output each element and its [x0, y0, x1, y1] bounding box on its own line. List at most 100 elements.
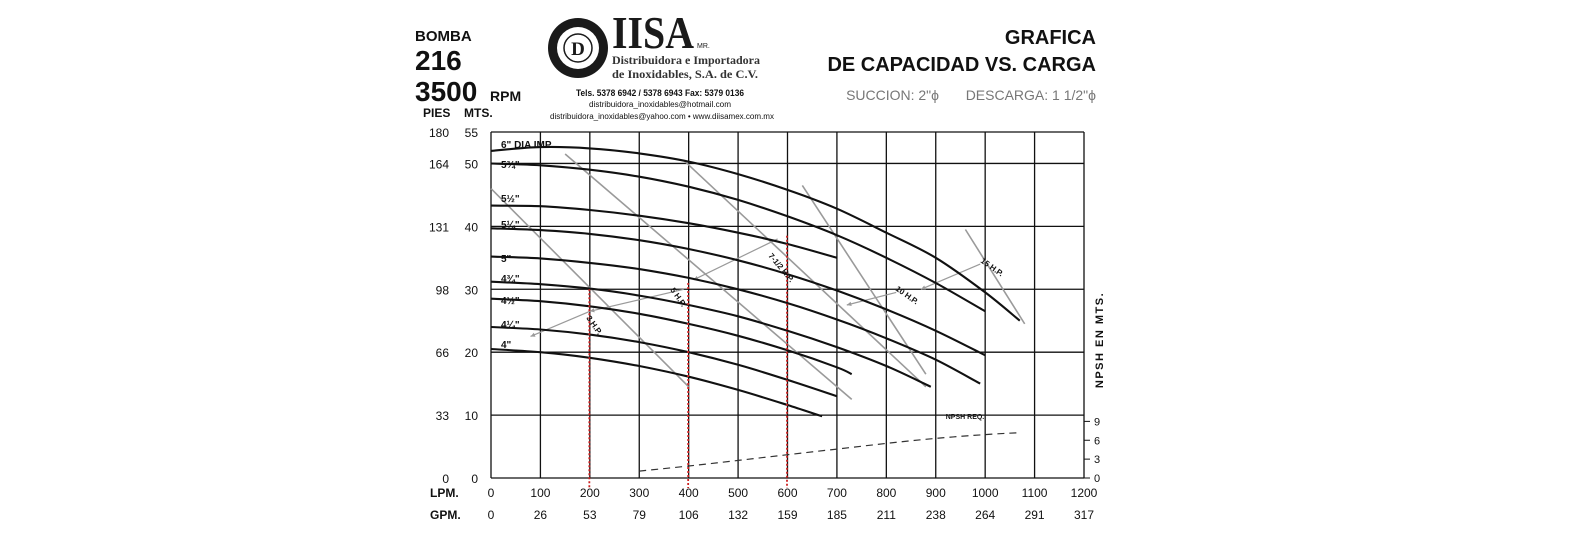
- impeller-size-label: 5¼": [501, 220, 520, 231]
- npsh-curve: NPSH REQ.: [639, 414, 1020, 472]
- x-tick-label-lpm: 900: [926, 486, 946, 500]
- seal-letter: D: [571, 39, 585, 60]
- impeller-curve: [490, 325, 838, 398]
- axis-label-npsh: NPSH EN MTS.: [1094, 292, 1106, 388]
- impeller-size-label: 4": [501, 340, 512, 351]
- flow-markers: [588, 235, 788, 488]
- y-tick-label-feet: 0: [442, 472, 449, 486]
- y-tick-label-meters: 30: [465, 283, 479, 297]
- impeller-curve: [490, 297, 853, 376]
- impeller-curve: [490, 145, 1021, 322]
- suction-spec: SUCCION: 2"ϕ: [846, 87, 939, 103]
- y-tick-label-feet: 66: [436, 346, 450, 360]
- x-tick-label-gpm: 106: [679, 508, 699, 522]
- impeller-curves: [490, 145, 1021, 418]
- company-email-1: distribuidora_inoxidables@hotmail.com: [589, 100, 731, 109]
- y-tick-label-feet: 164: [429, 157, 449, 171]
- logo-wordmark: IISA: [612, 7, 694, 58]
- npsh-required-curve: [639, 432, 1020, 472]
- axis-label-gpm: GPM.: [430, 508, 461, 522]
- impeller-size-label: 4½": [501, 296, 520, 307]
- impeller-curve: [490, 255, 981, 385]
- company-name-line-1: Distribuidora e Importadora: [612, 53, 760, 67]
- x-tick-label-lpm: 600: [777, 486, 797, 500]
- x-tick-label-gpm: 159: [777, 508, 797, 522]
- y-tick-label-meters: 55: [465, 126, 479, 140]
- x-tick-label-lpm: 100: [530, 486, 550, 500]
- x-tick-label-gpm: 317: [1074, 508, 1094, 522]
- y-tick-label-npsh: 0: [1094, 473, 1100, 485]
- pump-label: BOMBA: [415, 28, 472, 45]
- x-tick-label-gpm: 264: [975, 508, 995, 522]
- hp-label: 3 H.P.: [584, 314, 604, 337]
- npsh-curve-label: NPSH REQ.: [946, 414, 985, 421]
- impeller-curve: [490, 280, 932, 388]
- logo-suffix: MR.: [697, 43, 710, 50]
- hp-arrowhead: [589, 308, 595, 313]
- x-tick-label-gpm: 238: [926, 508, 946, 522]
- x-tick-label-gpm: 132: [728, 508, 748, 522]
- x-tick-label-gpm: 0: [488, 508, 495, 522]
- hp-line: [964, 229, 1026, 325]
- hp-label: 7-1/2 H.P.: [766, 252, 795, 285]
- hp-line: [683, 159, 927, 388]
- discharge-spec: DESCARGA: 1 1/2"ϕ: [966, 87, 1096, 103]
- y-tick-label-feet: 180: [429, 126, 449, 140]
- pump-speed: 3500: [415, 76, 477, 107]
- horsepower-lines: [490, 153, 1026, 400]
- pump-speed-unit: RPM: [490, 88, 521, 104]
- company-logo: D IISA MR. Distribuidora e Importadora d…: [548, 7, 774, 121]
- hp-arrowhead: [530, 332, 536, 337]
- company-email-2: distribuidora_inoxidables@yahoo.com • ww…: [550, 112, 774, 121]
- x-tick-label-lpm: 0: [488, 486, 495, 500]
- seal-core: [563, 33, 593, 63]
- impeller-size-label: 4¼": [501, 320, 520, 331]
- impeller-size-label: 5": [501, 254, 512, 265]
- company-phones: Tels. 5378 6942 / 5378 6943 Fax: 5379 01…: [576, 88, 744, 98]
- y-tick-label-meters: 10: [465, 409, 479, 423]
- y-tick-label-meters: 50: [465, 157, 479, 171]
- x-tick-label-gpm: 26: [534, 508, 548, 522]
- hp-leader-line: [846, 291, 897, 306]
- x-tick-label-lpm: 700: [827, 486, 847, 500]
- impeller-curve: [490, 162, 986, 313]
- impeller-curve: [490, 204, 838, 259]
- x-tick-label-gpm: 211: [877, 508, 896, 522]
- x-tick-label-lpm: 200: [580, 486, 600, 500]
- x-tick-label-lpm: 400: [679, 486, 699, 500]
- chart-title-line-2: DE CAPACIDAD VS. CARGA: [827, 54, 1096, 76]
- axis-label-meters: MTS.: [464, 106, 493, 120]
- company-name-line-2: de Inoxidables, S.A. de C.V.: [612, 67, 758, 81]
- hp-label: 15 H.P.: [979, 256, 1005, 278]
- hp-leader-line: [530, 310, 591, 338]
- pump-model: 216: [415, 45, 462, 76]
- x-tick-label-gpm: 53: [583, 508, 597, 522]
- y-tick-label-feet: 98: [436, 283, 450, 297]
- x-tick-label-gpm: 185: [827, 508, 847, 522]
- impeller-curve: [490, 347, 823, 418]
- y-tick-label-feet: 33: [436, 409, 450, 423]
- y-tick-label-meters: 20: [465, 346, 479, 360]
- x-tick-label-gpm: 79: [633, 508, 647, 522]
- x-tick-label-lpm: 1200: [1071, 486, 1098, 500]
- y-tick-label-feet: 131: [429, 220, 449, 234]
- y-tick-label-meters: 40: [465, 220, 479, 234]
- axis-label-feet: PIES: [423, 106, 450, 120]
- hp-arrowhead: [920, 285, 926, 290]
- y-tick-label-meters: 0: [471, 472, 478, 486]
- impeller-size-label: 4¾": [501, 274, 520, 285]
- hp-line: [564, 153, 853, 400]
- x-tick-label-lpm: 800: [876, 486, 896, 500]
- y-tick-label-npsh: 6: [1094, 435, 1100, 447]
- impeller-curve: [490, 227, 986, 357]
- x-tick-label-gpm: 291: [1025, 508, 1045, 522]
- x-tick-label-lpm: 500: [728, 486, 748, 500]
- impeller-size-label: 5¾": [501, 160, 520, 171]
- hp-leader-line: [920, 263, 981, 290]
- y-tick-label-npsh: 9: [1094, 416, 1100, 428]
- axis-labels: 0 100 200 300 400 500 600 700 800 900 1000 1100 1200…: [429, 126, 1100, 522]
- hp-arrowhead: [846, 301, 852, 306]
- y-tick-label-npsh: 3: [1094, 454, 1100, 466]
- chart-title-line-1: GRAFICA: [1005, 27, 1096, 49]
